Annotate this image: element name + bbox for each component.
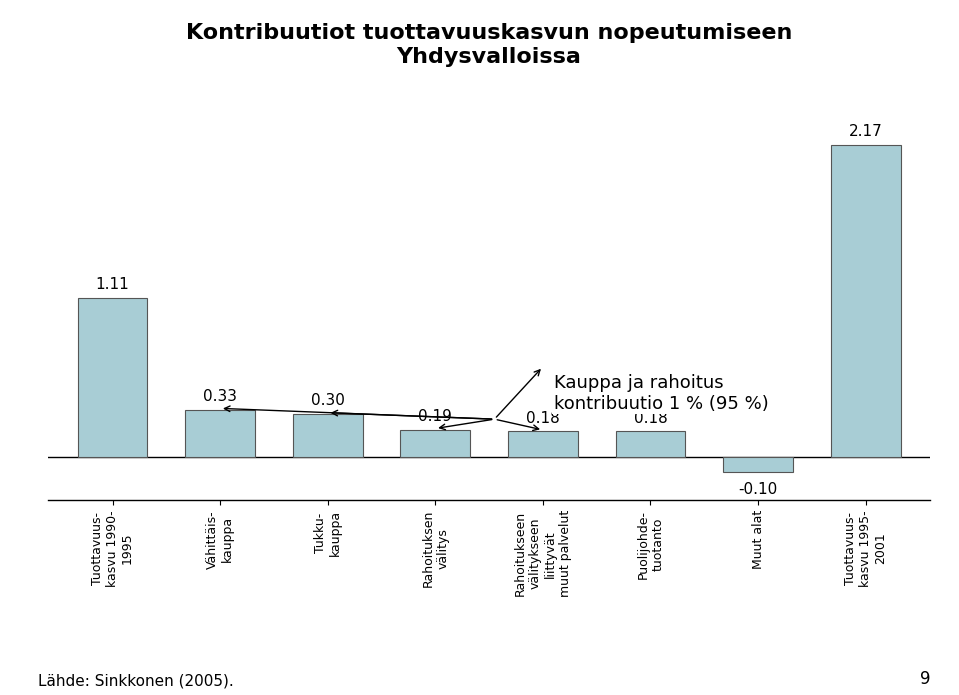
Text: 2.17: 2.17 xyxy=(849,124,882,140)
Title: Kontribuutiot tuottavuuskasvun nopeutumiseen
Yhdysvalloissa: Kontribuutiot tuottavuuskasvun nopeutumi… xyxy=(186,24,792,67)
Bar xyxy=(723,457,793,472)
Bar xyxy=(292,414,363,457)
Bar xyxy=(78,297,148,457)
Text: -0.10: -0.10 xyxy=(738,482,778,497)
Text: 0.30: 0.30 xyxy=(311,393,344,409)
Bar xyxy=(400,430,470,457)
Text: 0.18: 0.18 xyxy=(526,411,560,425)
Text: Lähde: Sinkkonen (2005).: Lähde: Sinkkonen (2005). xyxy=(38,673,234,688)
Bar xyxy=(830,145,901,457)
Text: 0.18: 0.18 xyxy=(634,411,667,425)
Text: 1.11: 1.11 xyxy=(96,277,129,292)
Bar xyxy=(508,432,578,457)
Text: Kauppa ja rahoitus
kontribuutio 1 % (95 %): Kauppa ja rahoitus kontribuutio 1 % (95 … xyxy=(553,374,768,413)
Bar xyxy=(185,410,255,457)
Text: 0.33: 0.33 xyxy=(203,389,237,404)
Bar xyxy=(616,432,686,457)
Text: 0.19: 0.19 xyxy=(418,409,453,424)
Text: 9: 9 xyxy=(920,670,930,688)
